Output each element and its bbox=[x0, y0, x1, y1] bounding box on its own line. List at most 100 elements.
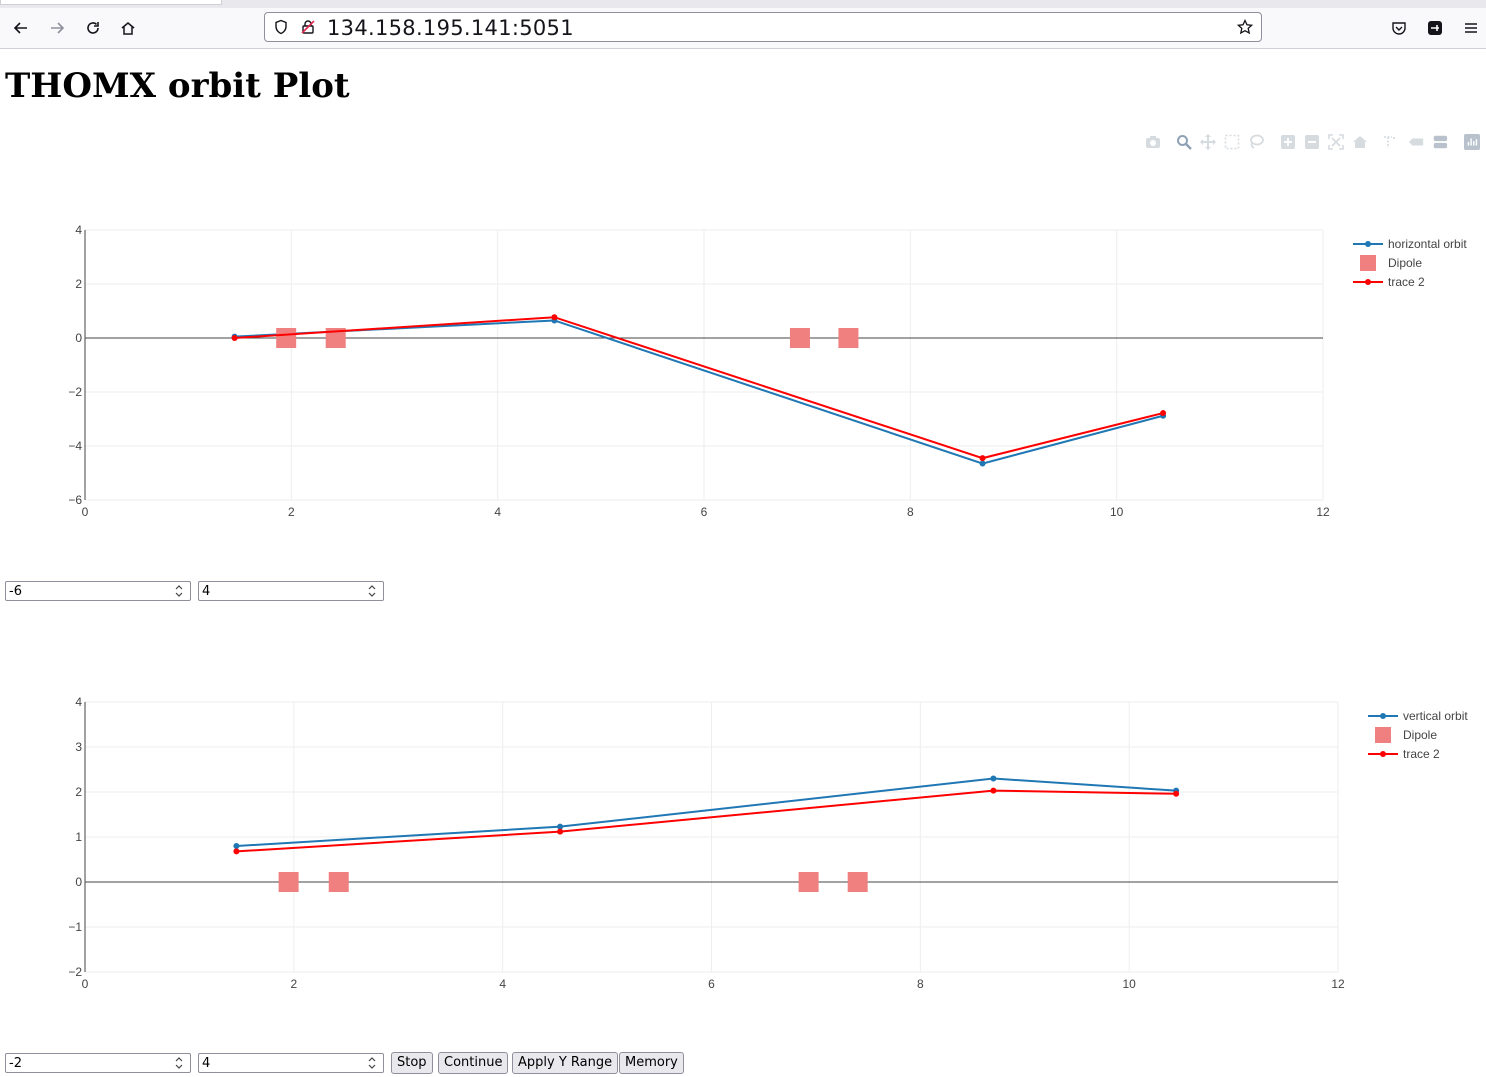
x-tick-label: 4 bbox=[499, 977, 506, 991]
legend-item[interactable]: vertical orbit bbox=[1368, 709, 1468, 723]
orbit-point[interactable] bbox=[233, 843, 240, 849]
x-tick-label: 8 bbox=[917, 977, 924, 991]
bottom-ymin-field[interactable] bbox=[9, 1055, 169, 1071]
horizontal-orbit-chart[interactable]: 0 2 4 6 8 10 12 4 2 0 −2 −4 −6 horizontal orbit Dipole… bbox=[0, 0, 1486, 560]
trace2-point[interactable] bbox=[979, 455, 986, 462]
active-tab[interactable] bbox=[0, 0, 222, 5]
zoom-icon[interactable] bbox=[1176, 132, 1192, 152]
x-tick-label: 2 bbox=[288, 505, 295, 519]
lasso-icon[interactable] bbox=[1248, 132, 1264, 152]
insecure-lock-icon[interactable] bbox=[300, 19, 316, 39]
bottom-ymin-input[interactable] bbox=[5, 1053, 191, 1073]
trace2-point[interactable] bbox=[1173, 790, 1180, 797]
legend-swatch bbox=[1375, 727, 1391, 743]
autoscale-icon[interactable] bbox=[1328, 132, 1344, 152]
url-text[interactable]: 134.158.195.141:5051 bbox=[327, 16, 574, 40]
reset-axes-icon[interactable] bbox=[1352, 132, 1368, 152]
url-bar[interactable]: 134.158.195.141:5051 bbox=[264, 12, 1262, 42]
zoom-out-icon[interactable] bbox=[1304, 132, 1320, 152]
dipole-marker[interactable] bbox=[847, 872, 868, 892]
orbit-point[interactable] bbox=[990, 775, 997, 782]
hover-compare-icon[interactable] bbox=[1432, 132, 1448, 152]
bottom-ymax-input[interactable] bbox=[198, 1053, 384, 1073]
x-tick-label: 0 bbox=[82, 977, 89, 991]
trace2-point[interactable] bbox=[557, 828, 564, 835]
trace2-point[interactable] bbox=[551, 314, 558, 321]
zoom-in-icon[interactable] bbox=[1280, 132, 1296, 152]
y-tick-label: 0 bbox=[75, 875, 82, 889]
hamburger-menu-icon bbox=[1465, 23, 1477, 33]
legend-label: vertical orbit bbox=[1403, 709, 1468, 723]
shield-icon[interactable] bbox=[273, 19, 289, 39]
dipole-marker[interactable] bbox=[276, 328, 297, 348]
legend-label: trace 2 bbox=[1388, 275, 1425, 289]
legend-item[interactable]: trace 2 bbox=[1368, 747, 1440, 761]
legend-item[interactable]: Dipole bbox=[1360, 255, 1422, 271]
legend-label: Dipole bbox=[1388, 256, 1422, 270]
trace2-point[interactable] bbox=[233, 848, 240, 855]
legend-item[interactable]: horizontal orbit bbox=[1353, 237, 1467, 251]
trace2-point[interactable] bbox=[990, 787, 997, 794]
plotly-logo-icon[interactable] bbox=[1464, 132, 1480, 152]
y-tick-label: −1 bbox=[68, 920, 82, 934]
legend-marker bbox=[1380, 713, 1386, 719]
spinner-arrows-icon[interactable] bbox=[366, 583, 378, 599]
y-tick-label: 2 bbox=[75, 785, 82, 799]
top-ymax-field[interactable] bbox=[202, 583, 362, 599]
browser-toolbar: 134.158.195.141:5051 bbox=[0, 8, 1486, 49]
orbit-point[interactable] bbox=[979, 460, 986, 467]
reload-button[interactable] bbox=[79, 14, 107, 42]
bookmark-star-icon[interactable] bbox=[1236, 18, 1254, 39]
dipole-marker[interactable] bbox=[328, 872, 349, 892]
top-ymin-field[interactable] bbox=[9, 583, 169, 599]
reload-icon bbox=[87, 22, 99, 34]
x-tick-label: 2 bbox=[290, 977, 297, 991]
dipole-marker[interactable] bbox=[789, 328, 810, 348]
x-tick-label: 0 bbox=[82, 505, 89, 519]
dipole-marker[interactable] bbox=[278, 872, 299, 892]
spinner-arrows-icon[interactable] bbox=[366, 1055, 378, 1071]
bottom-ymax-field[interactable] bbox=[202, 1055, 362, 1071]
box-select-icon[interactable] bbox=[1224, 132, 1240, 152]
orbit-line[interactable] bbox=[236, 777, 1177, 847]
extension-button[interactable] bbox=[1421, 14, 1449, 42]
trace2-point[interactable] bbox=[1160, 410, 1167, 417]
dipole-marker[interactable] bbox=[798, 872, 819, 892]
x-tick-label: 4 bbox=[494, 505, 501, 519]
legend-marker bbox=[1380, 751, 1386, 757]
hover-closest-icon[interactable] bbox=[1408, 132, 1424, 152]
back-button[interactable] bbox=[7, 14, 35, 42]
pocket-button[interactable] bbox=[1385, 14, 1413, 42]
y-tick-label: 4 bbox=[75, 223, 82, 237]
home-button[interactable] bbox=[114, 14, 142, 42]
spike-lines-icon[interactable] bbox=[1382, 132, 1398, 152]
apply-y-range-button[interactable]: Apply Y Range bbox=[512, 1052, 619, 1074]
y-tick-label: −4 bbox=[68, 439, 82, 453]
tab-strip bbox=[0, 0, 1486, 8]
forward-button[interactable] bbox=[43, 14, 71, 42]
trace2-line[interactable] bbox=[236, 789, 1177, 853]
top-ymin-input[interactable] bbox=[5, 581, 191, 601]
pan-icon[interactable] bbox=[1200, 132, 1216, 152]
x-tick-label: 12 bbox=[1316, 505, 1330, 519]
x-tick-label: 6 bbox=[701, 505, 708, 519]
spinner-arrows-icon[interactable] bbox=[173, 583, 185, 599]
trace2-point[interactable] bbox=[231, 335, 238, 341]
memory-button[interactable]: Memory bbox=[619, 1052, 684, 1074]
home-icon bbox=[121, 22, 135, 35]
stop-button[interactable]: Stop bbox=[391, 1052, 433, 1074]
trace2-line[interactable] bbox=[234, 316, 1164, 460]
extension-icon bbox=[1428, 21, 1442, 35]
top-ymax-input[interactable] bbox=[198, 581, 384, 601]
dipole-marker[interactable] bbox=[838, 328, 859, 348]
spinner-arrows-icon[interactable] bbox=[173, 1055, 185, 1071]
camera-icon[interactable] bbox=[1145, 132, 1161, 152]
orbit-point[interactable] bbox=[557, 823, 564, 830]
pocket-icon bbox=[1392, 22, 1406, 35]
legend-item[interactable]: trace 2 bbox=[1353, 275, 1425, 289]
continue-button[interactable]: Continue bbox=[438, 1052, 509, 1074]
menu-button[interactable] bbox=[1457, 14, 1485, 42]
legend-item[interactable]: Dipole bbox=[1375, 727, 1437, 743]
dipole-marker[interactable] bbox=[325, 328, 346, 348]
